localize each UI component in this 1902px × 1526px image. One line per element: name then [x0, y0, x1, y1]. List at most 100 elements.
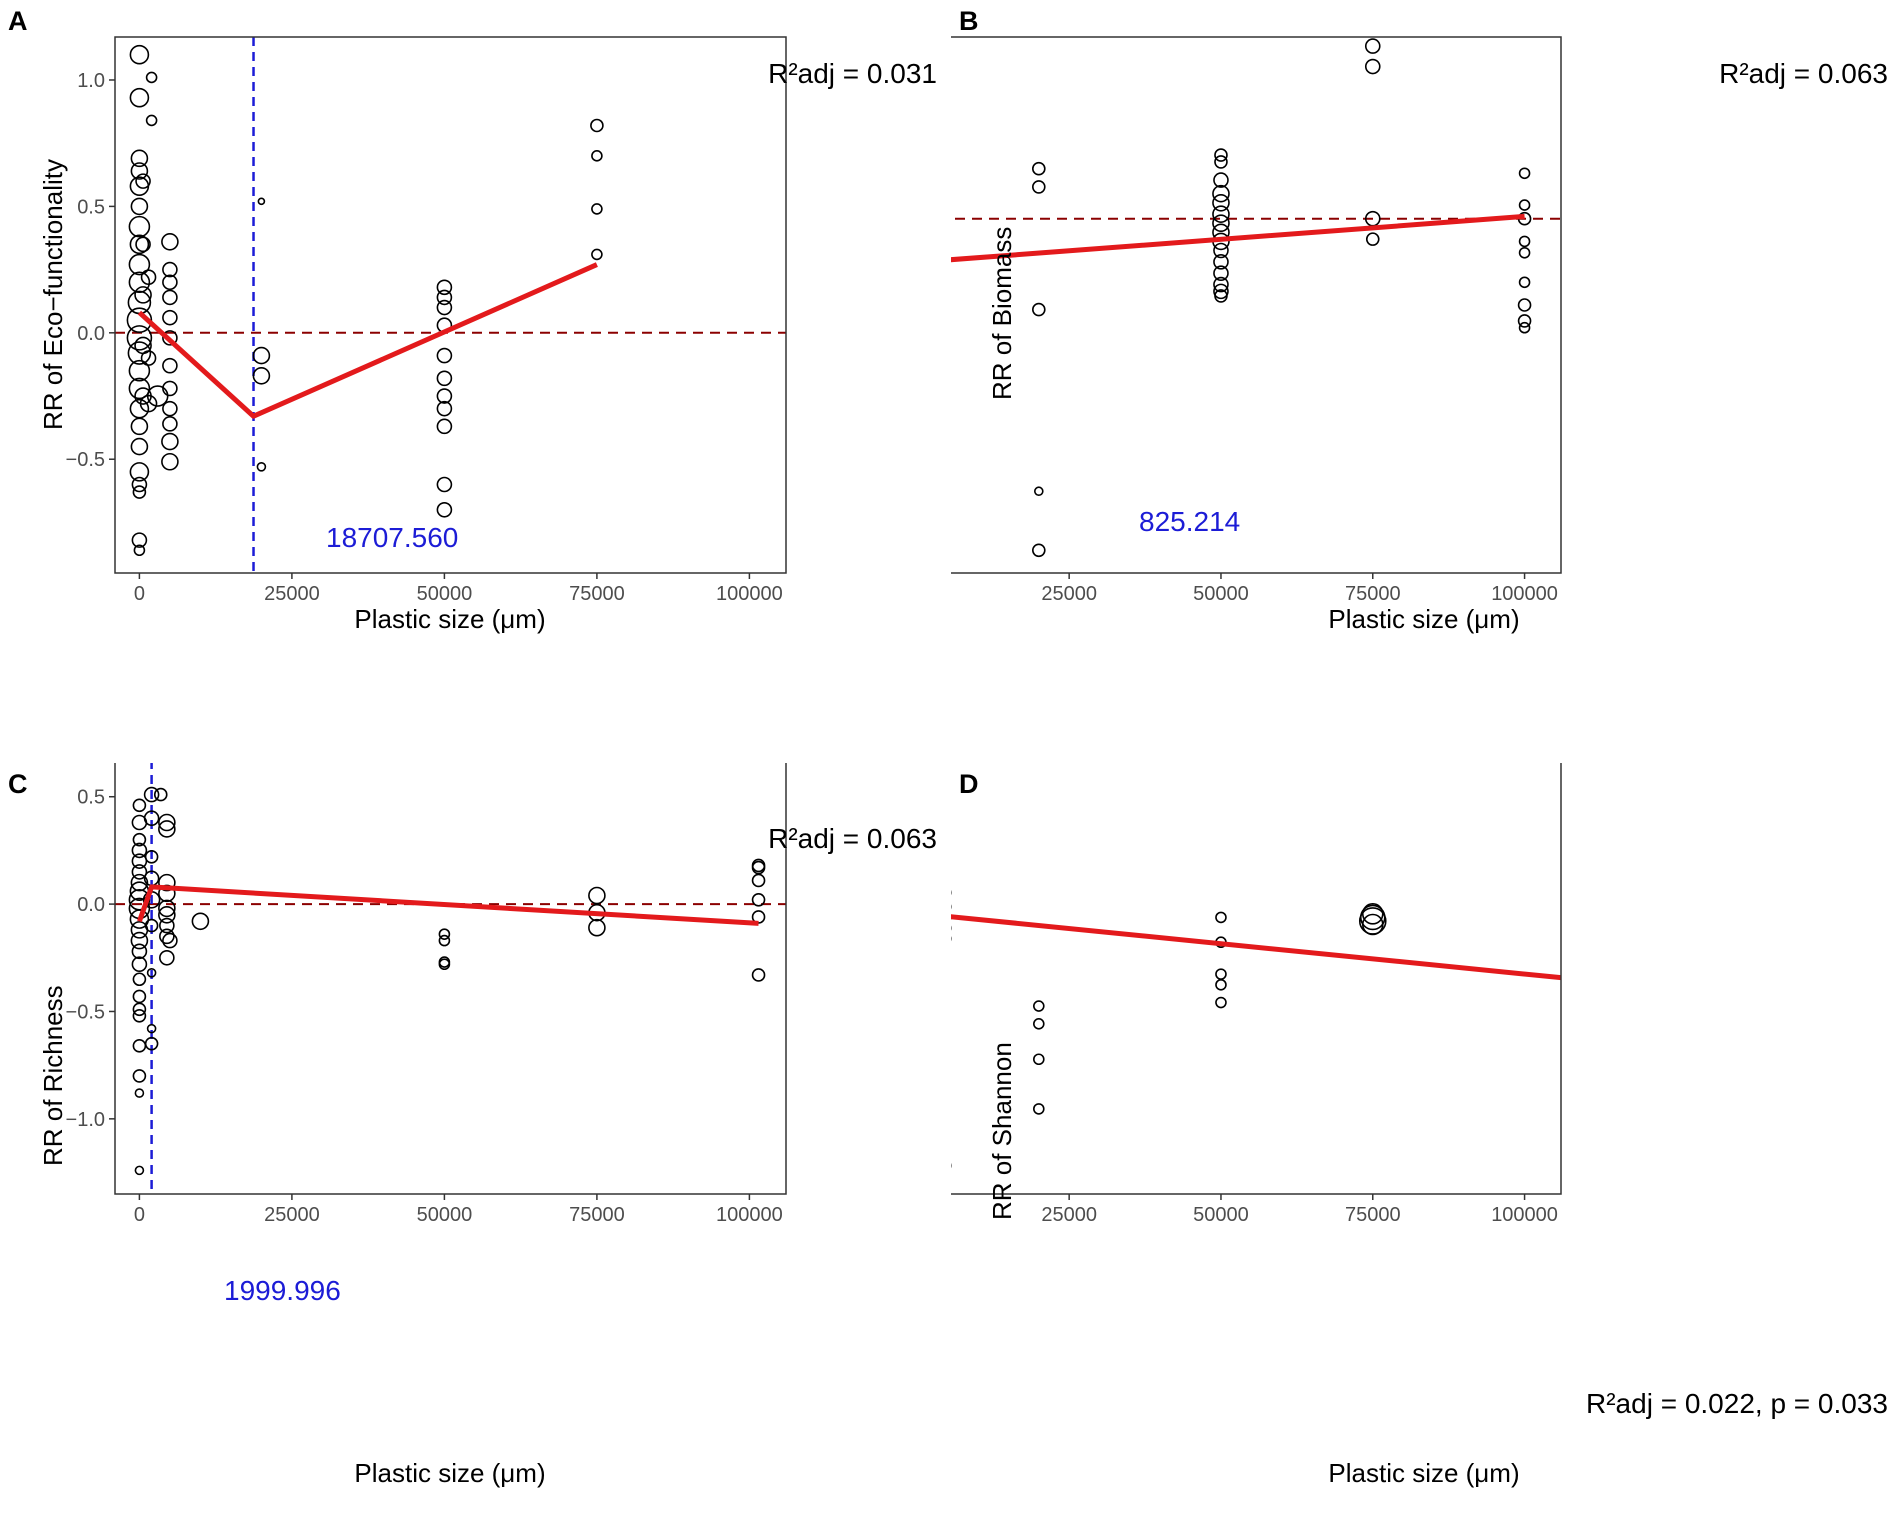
data-point-b-41	[1518, 235, 1531, 248]
data-point-c-22	[134, 1165, 145, 1176]
data-point-a-64	[591, 203, 603, 215]
breakpoint-label-a: 18707.560	[326, 522, 459, 553]
data-point-d-42	[1033, 1000, 1045, 1012]
data-point-c-18	[132, 1008, 147, 1023]
data-point-c-20	[132, 1069, 147, 1083]
data-point-a-19	[130, 417, 149, 436]
data-point-c-21	[134, 1088, 145, 1098]
data-point-a-4	[130, 149, 149, 168]
data-point-c-39	[158, 906, 176, 924]
y-axis-label-c: RR of Richness	[38, 985, 68, 1166]
data-point-c-13	[131, 943, 148, 960]
data-point-d-49	[1215, 978, 1227, 991]
data-point-a-43	[162, 400, 178, 417]
data-point-a-60	[436, 476, 453, 493]
plot-border-d	[951, 763, 1562, 1195]
x-tick-label-a-0: 0	[134, 583, 145, 605]
fit-line-b	[951, 213, 1525, 263]
data-point-a-20	[130, 437, 149, 456]
data-point-a-7	[130, 197, 149, 216]
x-tick-label-c-2: 50000	[417, 1204, 473, 1226]
data-point-a-63	[591, 150, 603, 162]
x-tick-label-c-1: 25000	[264, 1204, 320, 1226]
r2-annotation-c: R²adj = 0.063	[768, 823, 937, 854]
data-point-a-65	[591, 248, 603, 261]
data-point-a-53	[436, 299, 453, 316]
data-point-b-33	[1214, 289, 1228, 303]
data-point-a-0	[129, 44, 150, 65]
x-axis-label-a: Plastic size (μm)	[354, 604, 546, 634]
data-point-c-55	[751, 893, 766, 907]
data-point-a-5	[130, 162, 149, 180]
data-point-a-35	[161, 232, 179, 251]
plot-border-a	[114, 36, 787, 574]
plot-border-c	[114, 763, 787, 1195]
x-tick-label-b-4: 100000	[1491, 583, 1558, 605]
data-point-c-5	[131, 864, 148, 880]
r2-annotation-d: R²adj = 0.022, p = 0.033	[1586, 1388, 1888, 1419]
data-point-d-44	[1033, 1053, 1045, 1066]
data-point-c-32	[144, 1036, 159, 1051]
data-point-c-38	[158, 899, 176, 918]
data-point-b-45	[1517, 314, 1532, 328]
data-point-a-10	[128, 253, 151, 276]
points-group-b	[1032, 38, 1532, 558]
data-point-a-61	[436, 501, 453, 518]
data-point-c-46	[438, 934, 451, 947]
data-point-d-54	[1361, 913, 1384, 936]
data-point-b-35	[1364, 58, 1381, 75]
data-point-d-43	[1033, 1017, 1045, 1030]
data-point-c-44	[191, 912, 210, 931]
fit-line-a	[137, 262, 598, 419]
data-point-d-45	[1033, 1103, 1045, 1115]
data-point-c-19	[132, 1039, 147, 1053]
breakpoint-label-b: 825.214	[1139, 506, 1241, 537]
data-point-a-34	[146, 385, 169, 407]
data-point-d-48	[1215, 968, 1227, 980]
data-point-a-31	[140, 269, 157, 285]
data-point-b-17	[1034, 486, 1044, 497]
panel-c: 0250005000075000100000−1.0−0.50.00.51.0 …	[0, 763, 951, 1526]
data-point-c-33	[153, 787, 168, 802]
plot-border-b	[951, 36, 1562, 574]
data-point-a-36	[162, 261, 178, 278]
data-point-b-38	[1518, 167, 1531, 180]
data-point-a-44	[162, 416, 178, 432]
x-tick-label-a-3: 75000	[569, 583, 625, 605]
chart-a-canvas: 0 25000 50000 75000 100000 −0.5 0.0 0.5 1.0	[66, 36, 787, 605]
data-point-b-31	[1213, 276, 1229, 293]
data-point-a-28	[134, 286, 152, 304]
x-tick-label-c-3: 75000	[569, 1204, 625, 1226]
data-point-c-49	[588, 886, 606, 905]
data-point-c-16	[132, 989, 147, 1004]
data-point-a-24	[131, 532, 148, 548]
data-point-a-40	[162, 330, 178, 346]
data-point-a-58	[436, 400, 453, 417]
data-point-c-36	[158, 873, 176, 892]
y-axis-label-a: RR of Eco−functionality	[38, 159, 68, 430]
x-tick-label-d-3: 75000	[1345, 1204, 1401, 1226]
data-point-c-6	[130, 873, 149, 892]
data-point-b-18	[1032, 543, 1046, 558]
data-point-c-26	[144, 850, 159, 864]
data-point-a-39	[162, 309, 178, 326]
data-point-a-33	[139, 394, 158, 413]
data-point-a-25	[133, 544, 146, 557]
data-point-a-17	[128, 377, 151, 400]
data-point-c-41	[159, 928, 175, 945]
data-point-a-51	[436, 279, 453, 296]
x-tick-label-a-2: 50000	[417, 583, 473, 605]
data-point-b-42	[1518, 246, 1531, 259]
y-axis-label-b: RR of Biomass	[987, 226, 1017, 400]
data-point-a-15	[127, 341, 152, 365]
data-point-c-12	[130, 931, 149, 950]
data-point-c-30	[146, 968, 157, 978]
x-axis-label-b: Plastic size (μm)	[1328, 604, 1520, 634]
breakpoint-label-c: 1999.996	[224, 1275, 341, 1306]
data-point-b-39	[1518, 199, 1531, 211]
data-point-b-28	[1213, 242, 1229, 259]
data-point-c-10	[129, 909, 150, 929]
